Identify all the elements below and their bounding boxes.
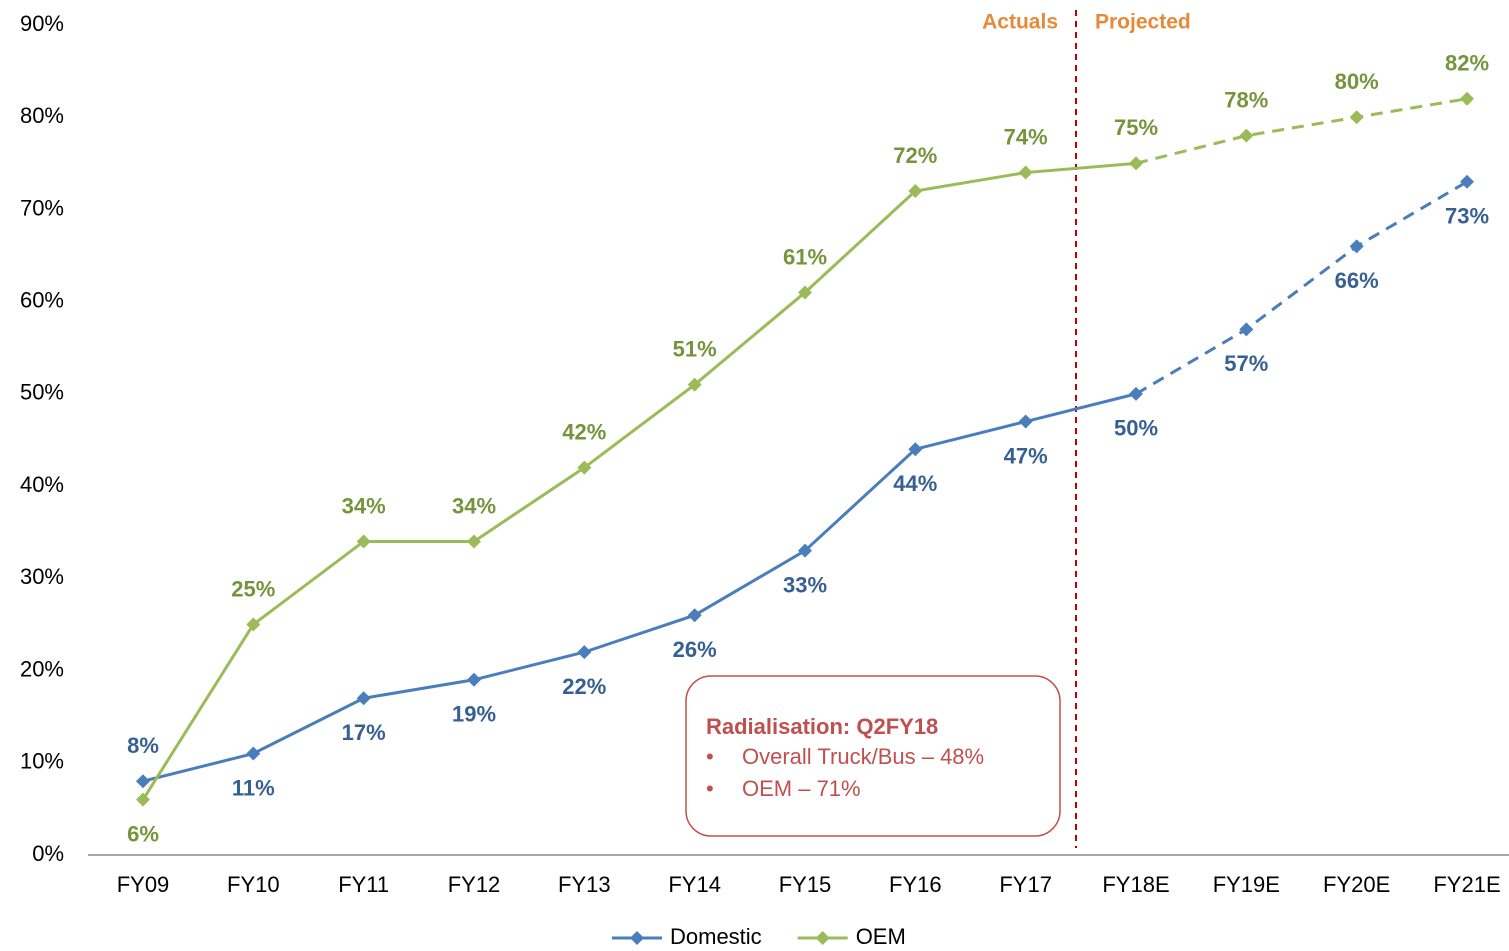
marker [1349,110,1364,125]
data-label: 17% [342,720,386,745]
marker [798,285,812,300]
y-tick-label: 50% [20,380,64,405]
x-tick-label: FY15 [779,872,832,897]
y-tick-label: 80% [20,103,64,128]
data-label: 75% [1114,115,1158,140]
x-tick-label: FY14 [668,872,721,897]
annotation: Actuals [982,11,1058,34]
x-tick-label: FY16 [889,872,942,897]
legend-marker [815,931,830,945]
data-label: 25% [231,576,275,601]
marker [908,184,923,198]
marker [1129,156,1143,171]
annotation-box [685,675,1061,837]
marker [356,534,371,549]
marker [1239,128,1254,143]
y-tick-label: 10% [20,749,64,774]
marker [687,608,702,623]
data-label: 51% [673,336,717,361]
data-label: 50% [1114,416,1158,441]
data-label: 26% [673,637,717,662]
box-text: OEM – 71% [742,776,861,801]
marker [246,617,261,632]
x-tick-label: FY20E [1323,872,1390,897]
data-label: 80% [1335,69,1379,94]
x-tick-label: FY13 [558,872,611,897]
data-label: 61% [783,244,827,269]
data-label: 44% [893,471,937,496]
marker [1018,165,1033,180]
marker [246,746,261,761]
x-tick-label: FY19E [1213,872,1280,897]
x-tick-label: FY12 [448,872,501,897]
data-label: 47% [1004,443,1048,468]
series-line [141,161,1137,801]
data-label: 11% [232,775,275,800]
series-line [142,392,1137,783]
x-tick-label: FY11 [338,872,389,897]
marker [467,534,481,549]
y-tick-label: 60% [20,287,64,312]
y-tick-label: 90% [20,11,64,36]
annotation: Projected [1095,11,1191,34]
x-tick-label: FY17 [999,872,1052,897]
marker [356,691,371,706]
legend-label: Domestic [670,924,762,949]
box-text: Overall Truck/Bus – 48% [742,744,984,769]
series-line [1135,180,1468,396]
y-tick-label: 0% [32,841,64,866]
data-label: 72% [893,143,937,168]
marker [1239,322,1254,337]
data-label: 78% [1224,87,1268,112]
data-label: 19% [452,702,496,727]
marker [687,377,702,392]
x-tick-label: FY18E [1102,872,1169,897]
data-label: 22% [562,674,606,699]
box-title: Radialisation: Q2FY18 [706,714,938,739]
x-tick-label: FY21E [1433,872,1500,897]
x-tick-label: FY09 [117,872,170,897]
data-label: 8% [127,733,159,758]
bullet: • [706,776,714,801]
data-label: 6% [127,821,159,846]
data-label: 82% [1445,51,1489,76]
y-tick-label: 20% [20,656,64,681]
bullet: • [706,744,714,769]
data-label: 74% [1004,124,1048,149]
marker [908,442,923,457]
legend-label: OEM [856,924,906,949]
marker [1349,239,1364,254]
x-tick-label: FY10 [227,872,280,897]
marker [577,460,592,475]
marker [577,645,592,660]
data-label: 66% [1335,268,1379,293]
data-label: 33% [783,572,827,597]
data-label: 34% [342,493,386,518]
marker [467,672,481,687]
marker [1460,91,1474,106]
marker [136,774,150,789]
marker [1129,386,1143,401]
y-tick-label: 40% [20,472,64,497]
marker [798,543,812,558]
data-label: 57% [1224,351,1268,376]
series-line [1135,97,1468,165]
marker [1460,174,1474,189]
data-label: 73% [1445,204,1489,229]
marker [136,792,150,807]
marker [1018,414,1033,429]
data-label: 42% [562,419,606,444]
y-tick-label: 30% [20,564,64,589]
y-tick-label: 70% [20,195,64,220]
data-label: 34% [452,493,496,518]
legend-marker [630,931,644,945]
